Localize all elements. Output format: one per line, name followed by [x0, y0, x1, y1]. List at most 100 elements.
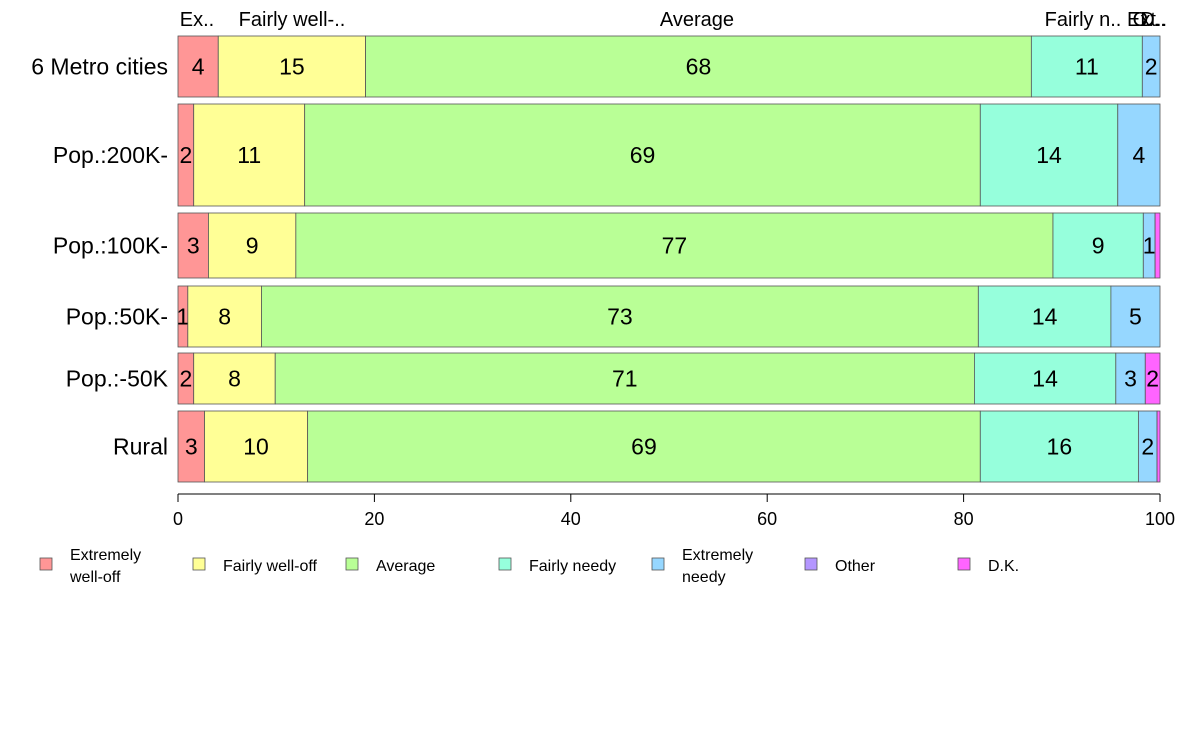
- legend-item: Average: [345, 557, 435, 575]
- legend-swatch: [345, 557, 359, 571]
- legend-label: needy: [682, 569, 726, 586]
- category-label: Pop.:100K-: [53, 233, 168, 259]
- data-label: 14: [1032, 304, 1058, 330]
- bar-row: 6 Metro cities 4 15 68 11 2: [31, 35, 1161, 98]
- bar-row: Rural 3 10 69 16 2: [113, 410, 1161, 483]
- bar-segment: [365, 35, 1032, 98]
- data-label: 15: [279, 54, 305, 80]
- data-label: 2: [179, 142, 192, 168]
- top-category-labels: Ex.. Fairly well-.. Average Fairly n.. Ext..…: [180, 9, 1167, 31]
- data-label: 8: [228, 366, 241, 392]
- data-label: 2: [1146, 366, 1159, 392]
- legend-swatch: [804, 557, 818, 571]
- legend-label: Extremely: [682, 547, 753, 564]
- legend-label: Average: [376, 558, 435, 575]
- data-label: 11: [1075, 54, 1099, 80]
- data-label: 73: [607, 304, 633, 330]
- bar-segment: [1117, 103, 1161, 207]
- top-category-label: Fairly n..: [1045, 9, 1122, 31]
- legend-label: D.K.: [988, 558, 1019, 575]
- data-label: 5: [1129, 304, 1142, 330]
- data-label: 2: [1145, 54, 1158, 80]
- top-category-label: D..: [1140, 9, 1166, 31]
- data-label: 2: [1141, 434, 1154, 460]
- legend-item: Other: [804, 557, 876, 575]
- category-label: Rural: [113, 434, 168, 460]
- legend-item: D.K.: [957, 557, 1019, 575]
- legend-label: Other: [835, 558, 876, 575]
- data-label: 69: [630, 142, 656, 168]
- x-tick-label: 20: [364, 509, 384, 529]
- bar-row: Pop.:100K- 3 9 77 9 1: [53, 212, 1161, 279]
- bar-segment: [304, 103, 981, 207]
- data-label: 68: [686, 54, 712, 80]
- category-label: Pop.:200K-: [53, 142, 168, 168]
- data-label: 1: [177, 304, 190, 330]
- data-label: 1: [1143, 233, 1156, 259]
- legend-item: Fairly needy: [498, 557, 616, 575]
- category-label: Pop.:-50K: [66, 366, 169, 392]
- legend-swatch: [957, 557, 971, 571]
- legend-label: Fairly well-off: [223, 558, 318, 575]
- bar-segment: [979, 410, 1139, 483]
- data-label: 14: [1032, 366, 1058, 392]
- bar-segment: [307, 410, 981, 483]
- legend-label: Extremely: [70, 547, 141, 564]
- data-label: 77: [662, 233, 688, 259]
- data-label: 9: [246, 233, 259, 259]
- bar-segment: [1030, 35, 1143, 98]
- top-category-label: Ex..: [180, 9, 214, 31]
- bar-segment: [177, 35, 219, 98]
- bar-segment: [193, 352, 276, 405]
- data-label: 3: [1124, 366, 1137, 392]
- legend-swatch: [39, 557, 53, 571]
- bar-row: Pop.:-50K 2 8 71 14 3 2: [66, 352, 1161, 405]
- data-label: 10: [243, 434, 269, 460]
- x-tick-label: 80: [954, 509, 974, 529]
- legend-swatch: [192, 557, 206, 571]
- category-label: Pop.:50K-: [66, 304, 168, 330]
- bar-segment: [1154, 212, 1161, 279]
- bar-segment: [295, 212, 1054, 279]
- top-category-label: Fairly well-..: [239, 9, 346, 31]
- bar-row: Pop.:50K- 1 8 73 14 5: [66, 285, 1161, 348]
- data-label: 3: [187, 233, 200, 259]
- bar-segment: [1115, 352, 1146, 405]
- bar-segment: [1144, 352, 1161, 405]
- bar-segment: [208, 212, 297, 279]
- top-category-label: O..: [1133, 9, 1160, 31]
- legend-swatch: [498, 557, 512, 571]
- data-label: 8: [218, 304, 231, 330]
- legend-item: Extremely needy: [651, 547, 753, 586]
- x-tick-label: 100: [1145, 509, 1175, 529]
- data-label: 9: [1092, 233, 1105, 259]
- bar-segment: [261, 285, 979, 348]
- legend-label: well-off: [69, 569, 121, 586]
- bar-segment: [1156, 410, 1161, 483]
- bar-segment: [204, 410, 309, 483]
- legend-swatch: [651, 557, 665, 571]
- legend-label: Fairly needy: [529, 558, 616, 575]
- bar-segment: [974, 352, 1117, 405]
- data-label: 2: [179, 366, 192, 392]
- data-label: 11: [237, 142, 261, 168]
- data-label: 16: [1047, 434, 1073, 460]
- top-category-label: Ext..: [1127, 9, 1167, 31]
- bar-segment: [274, 352, 975, 405]
- legend-item: Extremely well-off: [39, 547, 141, 586]
- legend: Extremely well-off Fairly well-off Average F…: [39, 547, 1019, 586]
- bar-segment: [193, 103, 306, 207]
- data-label: 14: [1036, 142, 1062, 168]
- bar-row: Pop.:200K- 2 11 69 14 4: [53, 103, 1161, 207]
- top-category-label: Average: [660, 9, 734, 31]
- bar-segment: [1110, 285, 1161, 348]
- data-label: 71: [612, 366, 638, 392]
- bar-segment: [1141, 35, 1161, 98]
- x-tick-label: 0: [173, 509, 183, 529]
- category-label: 6 Metro cities: [31, 54, 168, 80]
- data-label: 4: [192, 54, 205, 80]
- legend-item: Fairly well-off: [192, 557, 318, 575]
- x-tick-label: 40: [561, 509, 581, 529]
